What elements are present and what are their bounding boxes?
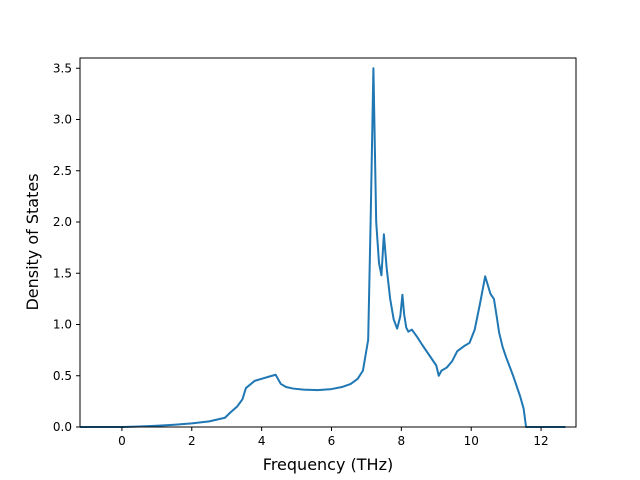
plot-area [80,67,566,428]
x-tick-label: 12 [533,434,548,448]
x-tick-label: 10 [464,434,479,448]
y-tick-label: 3.0 [53,113,72,127]
x-tick-label: 8 [398,434,406,448]
axis-ticks: 0 2 4 6 8 10 12 0.0 0.5 1.0 1.5 2.0 2.5 3.0 3.5 [53,61,549,448]
x-axis-label: Frequency (THz) [263,455,393,474]
y-axis-label: Density of States [23,173,42,310]
plot-frame [79,57,577,428]
dos-series-line-0 [80,67,566,428]
y-tick-label: 3.5 [53,61,72,75]
x-tick-label: 0 [118,434,126,448]
x-tick-label: 4 [258,434,266,448]
y-tick-label: 0.5 [53,369,72,383]
y-tick-label: 1.5 [53,266,72,280]
y-tick-label: 2.5 [53,164,72,178]
x-tick-label: 2 [188,434,196,448]
y-tick-label: 2.0 [53,215,72,229]
x-tick-label: 6 [328,434,336,448]
y-tick-label: 0.0 [53,420,72,434]
y-tick-label: 1.0 [53,318,72,332]
